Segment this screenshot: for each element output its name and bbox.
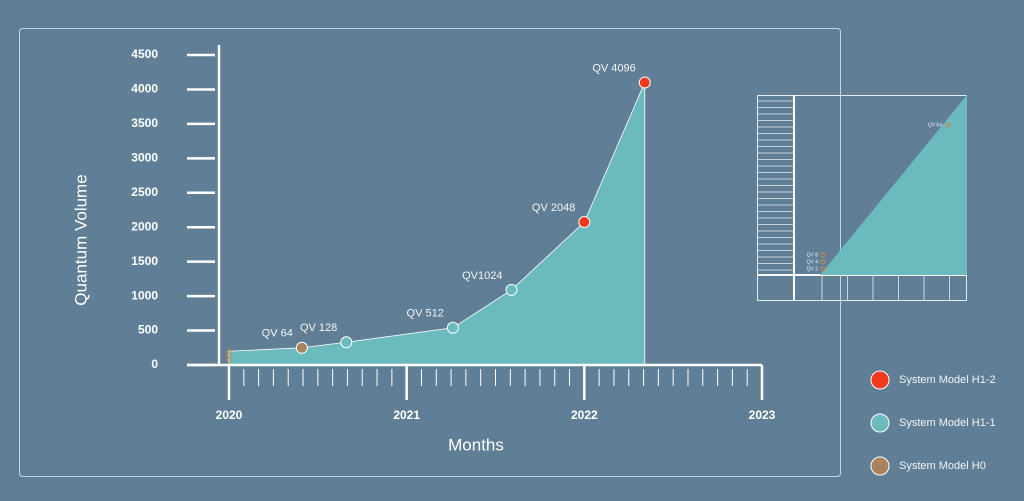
y-tick-label: 2500 xyxy=(131,185,158,199)
y-tick-label: 2000 xyxy=(131,219,158,233)
data-point xyxy=(446,321,459,334)
data-point xyxy=(340,336,353,349)
inset-point xyxy=(945,122,951,128)
inset-label: QV 2 xyxy=(807,266,819,272)
point-label: QV 2048 xyxy=(532,202,575,214)
inset-area xyxy=(820,95,967,275)
data-point xyxy=(226,348,232,354)
point-label: QV1024 xyxy=(462,270,502,282)
inset-label: QV 4 xyxy=(807,259,819,265)
inset-stripes xyxy=(758,100,950,300)
data-point xyxy=(505,283,518,296)
inset-label: QV 8 xyxy=(807,252,819,258)
y-tick-label: 1000 xyxy=(131,288,158,302)
data-point xyxy=(226,357,232,363)
point-label: QV 64 xyxy=(262,328,293,340)
area xyxy=(228,82,646,366)
data-point xyxy=(578,216,591,229)
legend-label: System Model H0 xyxy=(899,460,986,472)
x-tick-label: 2023 xyxy=(749,408,776,422)
frame xyxy=(19,28,841,477)
x-tick-label: 2022 xyxy=(571,408,598,422)
data-point xyxy=(295,341,308,354)
legend-label: System Model H1-1 xyxy=(899,417,996,429)
inset: QV 8 QV 4 QV 2 QV 64 xyxy=(757,95,967,301)
legend-label: System Model H1-2 xyxy=(899,374,996,386)
inset-point xyxy=(820,259,826,265)
point-label: QV 128 xyxy=(300,322,337,334)
legend-marker xyxy=(870,456,890,476)
inset-point xyxy=(820,266,826,272)
x-tick-label: 2020 xyxy=(216,408,243,422)
inset-point xyxy=(820,252,826,258)
inset-label: QV 64 xyxy=(928,122,942,128)
y-tick-label: 500 xyxy=(138,323,158,337)
legend-marker xyxy=(870,413,890,433)
data-point xyxy=(638,76,651,89)
y-tick-label: 3500 xyxy=(131,116,158,130)
y-axis-title: Quantum Volume xyxy=(71,174,90,305)
x-axis-title: Months xyxy=(448,435,504,454)
legend-marker xyxy=(870,370,890,390)
y-tick-label: 4000 xyxy=(131,82,158,96)
point-label: QV 512 xyxy=(407,308,444,320)
x-tick-label: 2021 xyxy=(393,408,420,422)
y-tick-label: 4500 xyxy=(131,47,158,61)
y-tick-label: 3000 xyxy=(131,151,158,165)
y-tick-label: 0 xyxy=(151,357,158,371)
y-tick-label: 1500 xyxy=(131,254,158,268)
point-label: QV 4096 xyxy=(592,62,635,74)
